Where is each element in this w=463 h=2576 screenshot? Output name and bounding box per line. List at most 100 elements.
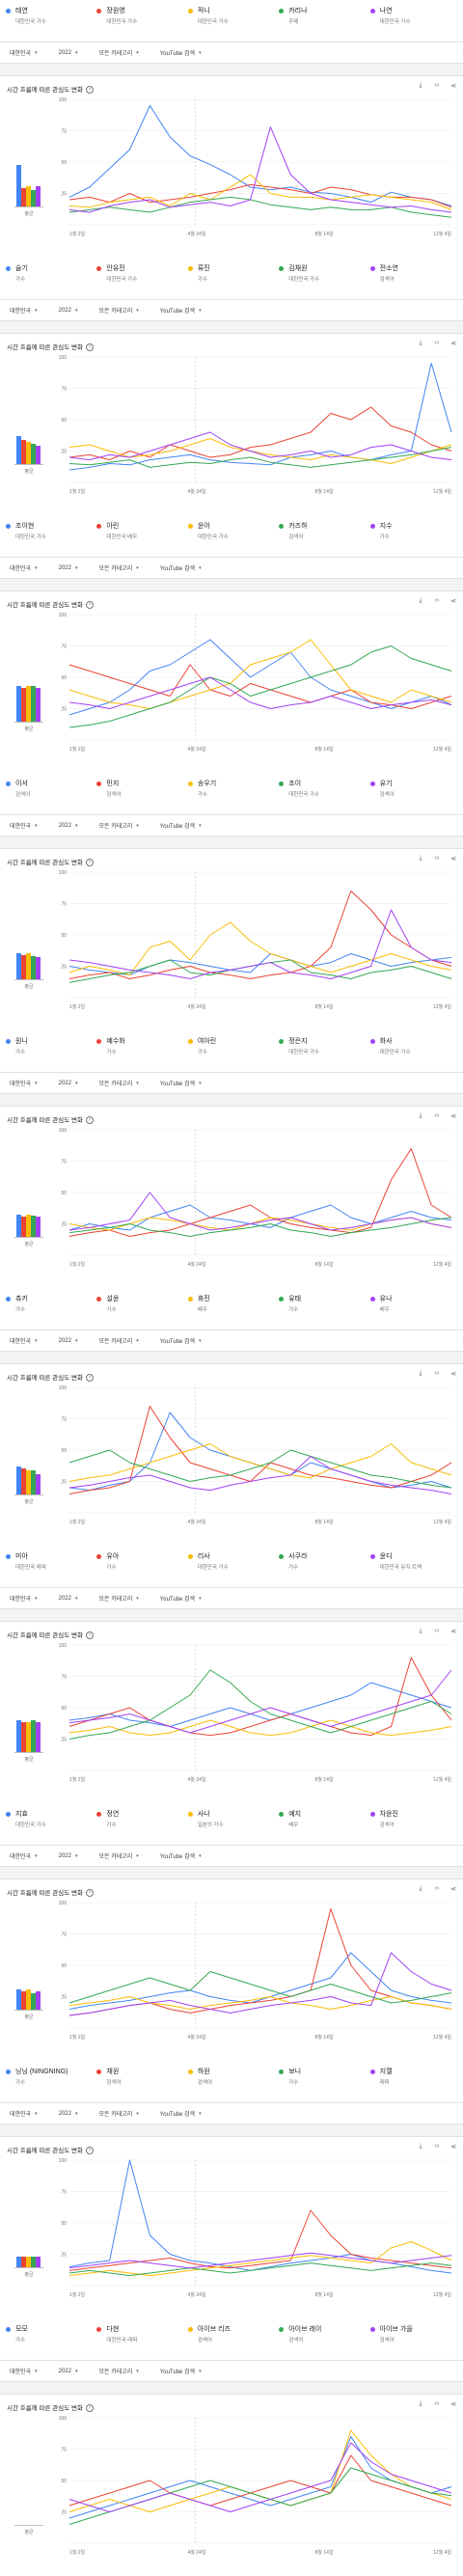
help-icon[interactable]: ? <box>85 1374 94 1383</box>
year-select[interactable]: 2022 ▾ <box>59 1338 78 1344</box>
legend-item[interactable]: 여아린 가수 <box>186 1030 277 1055</box>
download-icon[interactable]: ⤓ <box>419 855 422 862</box>
category-select[interactable]: 모든 카테고리 ▾ <box>98 1336 138 1346</box>
legend-item[interactable]: 미아 대한민국 래퍼 <box>4 1546 95 1571</box>
share-icon[interactable]: ⋖ <box>450 83 456 90</box>
property-select[interactable]: YouTube 검색 ▾ <box>160 48 202 58</box>
category-select[interactable]: 모든 카테고리 ▾ <box>98 1851 138 1861</box>
help-icon[interactable]: ? <box>85 2147 94 2155</box>
year-select[interactable]: 2022 ▾ <box>59 1081 78 1086</box>
help-icon[interactable]: ? <box>85 1631 94 1640</box>
embed-icon[interactable]: ‹› <box>434 1370 440 1377</box>
legend-item[interactable]: 리사 대한민국 가수 <box>186 1546 277 1571</box>
legend-item[interactable]: 아이브 레이 검색어 <box>277 2318 368 2343</box>
category-select[interactable]: 모든 카테고리 ▾ <box>98 2109 138 2119</box>
help-icon[interactable]: ? <box>85 86 94 95</box>
share-icon[interactable]: ⋖ <box>450 341 456 347</box>
property-select[interactable]: YouTube 검색 ▾ <box>160 1594 202 1603</box>
legend-item[interactable]: 윤디 대한민국 뮤지 트랙 <box>368 1546 459 1571</box>
help-icon[interactable]: ? <box>85 343 94 352</box>
legend-item[interactable]: 모모 가수 <box>4 2318 95 2343</box>
legend-item[interactable]: 지효 대한민국 가수 <box>4 1803 95 1828</box>
property-select[interactable]: YouTube 검색 ▾ <box>160 1851 202 1861</box>
legend-item[interactable]: 지젤 래퍼 <box>368 2061 459 2086</box>
embed-icon[interactable]: ‹› <box>434 2400 440 2407</box>
help-icon[interactable]: ? <box>85 1889 94 1898</box>
region-select[interactable]: 대한민국 ▾ <box>10 2109 38 2119</box>
share-icon[interactable]: ⋖ <box>450 856 456 863</box>
legend-item[interactable]: 카리나 주제 <box>277 0 368 25</box>
legend-item[interactable]: 화사 대한민국 가수 <box>368 1030 459 1055</box>
legend-item[interactable]: 조이현 대한민국 가수 <box>4 515 95 540</box>
help-icon[interactable]: ? <box>85 859 94 867</box>
legend-item[interactable]: 윤아 대한민국 가수 <box>186 515 277 540</box>
year-select[interactable]: 2022 ▾ <box>59 565 78 571</box>
year-select[interactable]: 2022 ▾ <box>59 50 78 56</box>
property-select[interactable]: YouTube 검색 ▾ <box>160 1336 202 1346</box>
legend-item[interactable]: 예수화 가수 <box>95 1030 185 1055</box>
embed-icon[interactable]: ‹› <box>434 340 440 346</box>
year-select[interactable]: 2022 ▾ <box>59 2111 78 2117</box>
legend-item[interactable]: 하원 검색어 <box>186 2061 277 2086</box>
legend-item[interactable]: 유태 가수 <box>277 1288 368 1313</box>
download-icon[interactable]: ⤓ <box>419 2400 422 2407</box>
category-select[interactable]: 모든 카테고리 ▾ <box>98 48 138 58</box>
download-icon[interactable]: ⤓ <box>419 82 422 89</box>
help-icon[interactable]: ? <box>85 601 94 610</box>
legend-item[interactable]: 닝닝 (NINGNING) 가수 <box>4 2061 95 2086</box>
legend-item[interactable]: 장원영 대한민국 가수 <box>95 0 185 25</box>
embed-icon[interactable]: ‹› <box>434 855 440 862</box>
property-select[interactable]: YouTube 검색 ▾ <box>160 306 202 315</box>
share-icon[interactable]: ⋖ <box>450 598 456 605</box>
category-select[interactable]: 모든 카테고리 ▾ <box>98 2367 138 2376</box>
download-icon[interactable]: ⤓ <box>419 2143 422 2150</box>
legend-item[interactable]: 아린 대한민국 배우 <box>95 515 185 540</box>
legend-item[interactable]: 유기 검색어 <box>368 773 459 798</box>
legend-item[interactable]: 설윤 가수 <box>95 1288 185 1313</box>
legend-item[interactable]: 카즈하 검색어 <box>277 515 368 540</box>
legend-item[interactable]: 슬기 가수 <box>4 258 95 283</box>
legend-item[interactable]: 사나 일본의 가수 <box>186 1803 277 1828</box>
property-select[interactable]: YouTube 검색 ▾ <box>160 2109 202 2119</box>
legend-item[interactable]: 류진 가수 <box>186 258 277 283</box>
legend-item[interactable]: 사쿠라 가수 <box>277 1546 368 1571</box>
download-icon[interactable]: ⤓ <box>419 1112 422 1119</box>
category-select[interactable]: 모든 카테고리 ▾ <box>98 1594 138 1603</box>
embed-icon[interactable]: ‹› <box>434 1885 440 1892</box>
embed-icon[interactable]: ‹› <box>434 597 440 604</box>
category-select[interactable]: 모든 카테고리 ▾ <box>98 306 138 315</box>
property-select[interactable]: YouTube 검색 ▾ <box>160 821 202 831</box>
embed-icon[interactable]: ‹› <box>434 1628 440 1634</box>
region-select[interactable]: 대한민국 ▾ <box>10 2367 38 2376</box>
legend-item[interactable]: 조이 대한민국 가수 <box>277 773 368 798</box>
year-select[interactable]: 2022 ▾ <box>59 1853 78 1859</box>
download-icon[interactable]: ⤓ <box>419 1370 422 1377</box>
download-icon[interactable]: ⤓ <box>419 1885 422 1892</box>
legend-item[interactable]: 보니 가수 <box>277 2061 368 2086</box>
legend-item[interactable]: 차윤진 검색어 <box>368 1803 459 1828</box>
embed-icon[interactable]: ‹› <box>434 2143 440 2150</box>
legend-item[interactable]: 유나 배우 <box>368 1288 459 1313</box>
legend-item[interactable]: 정연 가수 <box>95 1803 185 1828</box>
year-select[interactable]: 2022 ▾ <box>59 823 78 829</box>
region-select[interactable]: 대한민국 ▾ <box>10 563 38 573</box>
year-select[interactable]: 2022 ▾ <box>59 2369 78 2374</box>
embed-icon[interactable]: ‹› <box>434 1112 440 1119</box>
legend-item[interactable]: 송우기 가수 <box>186 773 277 798</box>
legend-item[interactable]: 아이브 리즈 검색어 <box>186 2318 277 2343</box>
property-select[interactable]: YouTube 검색 ▾ <box>160 1079 202 1088</box>
help-icon[interactable]: ? <box>85 1116 94 1125</box>
share-icon[interactable]: ⋖ <box>450 1113 456 1120</box>
legend-item[interactable]: 태연 대한민국 가수 <box>4 0 95 25</box>
legend-item[interactable]: 민지 검색어 <box>95 773 185 798</box>
legend-item[interactable]: 아이브 가을 검색어 <box>368 2318 459 2343</box>
legend-item[interactable]: 적니 대한민국 가수 <box>186 0 277 25</box>
share-icon[interactable]: ⋖ <box>450 1886 456 1893</box>
region-select[interactable]: 대한민국 ▾ <box>10 1079 38 1088</box>
legend-item[interactable]: 다현 대한민국 래퍼 <box>95 2318 185 2343</box>
legend-item[interactable]: 예지 배우 <box>277 1803 368 1828</box>
legend-item[interactable]: 정은지 대한민국 가수 <box>277 1030 368 1055</box>
year-select[interactable]: 2022 ▾ <box>59 1596 78 1602</box>
legend-item[interactable]: 츄키 가수 <box>4 1288 95 1313</box>
legend-item[interactable]: 원니 가수 <box>4 1030 95 1055</box>
